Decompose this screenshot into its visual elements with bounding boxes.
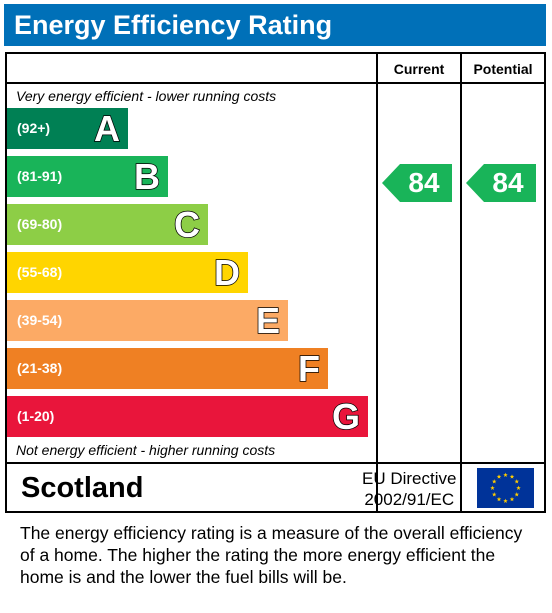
- band-letter: B: [133, 155, 161, 198]
- band-letter: G: [331, 395, 361, 438]
- bottom-caption: Not energy efficient - higher running co…: [16, 442, 276, 458]
- current-rating-value: 84: [408, 167, 440, 198]
- eu-star-icon: [496, 496, 502, 502]
- band-range-label: (55-68): [17, 264, 63, 280]
- potential-column-header: Potential: [473, 61, 533, 77]
- band-b: (81-91) B: [7, 155, 168, 198]
- eu-star-icon: [490, 485, 495, 490]
- eu-flag-icon: [477, 468, 534, 508]
- eu-directive-line1: EU Directive: [362, 469, 457, 488]
- column-divider-potential: [460, 54, 462, 511]
- column-divider-current: [376, 54, 378, 511]
- band-range-label: (92+): [17, 120, 51, 136]
- eu-star-icon: [491, 492, 497, 497]
- eu-star-icon: [514, 492, 520, 497]
- band-c: (69-80) C: [7, 203, 208, 246]
- band-letter: A: [93, 107, 121, 150]
- page-title: Energy Efficiency Rating: [4, 4, 546, 46]
- eu-star-icon: [509, 496, 515, 502]
- eu-star-icon: [496, 474, 502, 479]
- country-label: Scotland: [21, 472, 144, 504]
- top-caption: Very energy efficient - lower running co…: [16, 88, 277, 104]
- potential-rating-arrow: [466, 164, 536, 202]
- band-range-label: (69-80): [17, 216, 63, 232]
- rating-description: The energy efficiency rating is a measur…: [20, 523, 523, 587]
- band-range-label: (21-38): [17, 360, 63, 376]
- eu-star-icon: [491, 479, 497, 484]
- band-d: (55-68) D: [7, 251, 248, 294]
- band-range-label: (1-20): [17, 408, 55, 424]
- eu-star-icon: [503, 472, 508, 477]
- header-row-divider: [7, 82, 544, 84]
- band-letter: D: [213, 251, 241, 294]
- eu-star-icon: [503, 498, 508, 503]
- band-range-label: (81-91): [17, 168, 63, 184]
- eu-directive-line2: 2002/91/EC: [364, 490, 455, 509]
- band-a: (92+) A: [7, 107, 128, 150]
- eu-star-icon: [509, 474, 515, 479]
- current-column-header: Current: [393, 61, 445, 77]
- band-letter: C: [173, 203, 201, 246]
- band-g: (1-20) G: [7, 395, 368, 438]
- band-letter: F: [297, 347, 321, 390]
- footer-row-divider: [7, 462, 544, 464]
- potential-rating-value: 84: [492, 167, 524, 198]
- eu-star-icon: [514, 479, 520, 484]
- eu-star-icon: [516, 485, 521, 490]
- rating-chart: Current Potential Very energy efficient …: [5, 52, 546, 513]
- band-e: (39-54) E: [7, 299, 288, 342]
- band-f: (21-38) F: [7, 347, 328, 390]
- band-range-label: (39-54): [17, 312, 63, 328]
- eu-directive-label: EU Directive 2002/91/EC: [362, 468, 456, 510]
- current-rating-arrow: [382, 164, 452, 202]
- band-letter: E: [255, 299, 281, 342]
